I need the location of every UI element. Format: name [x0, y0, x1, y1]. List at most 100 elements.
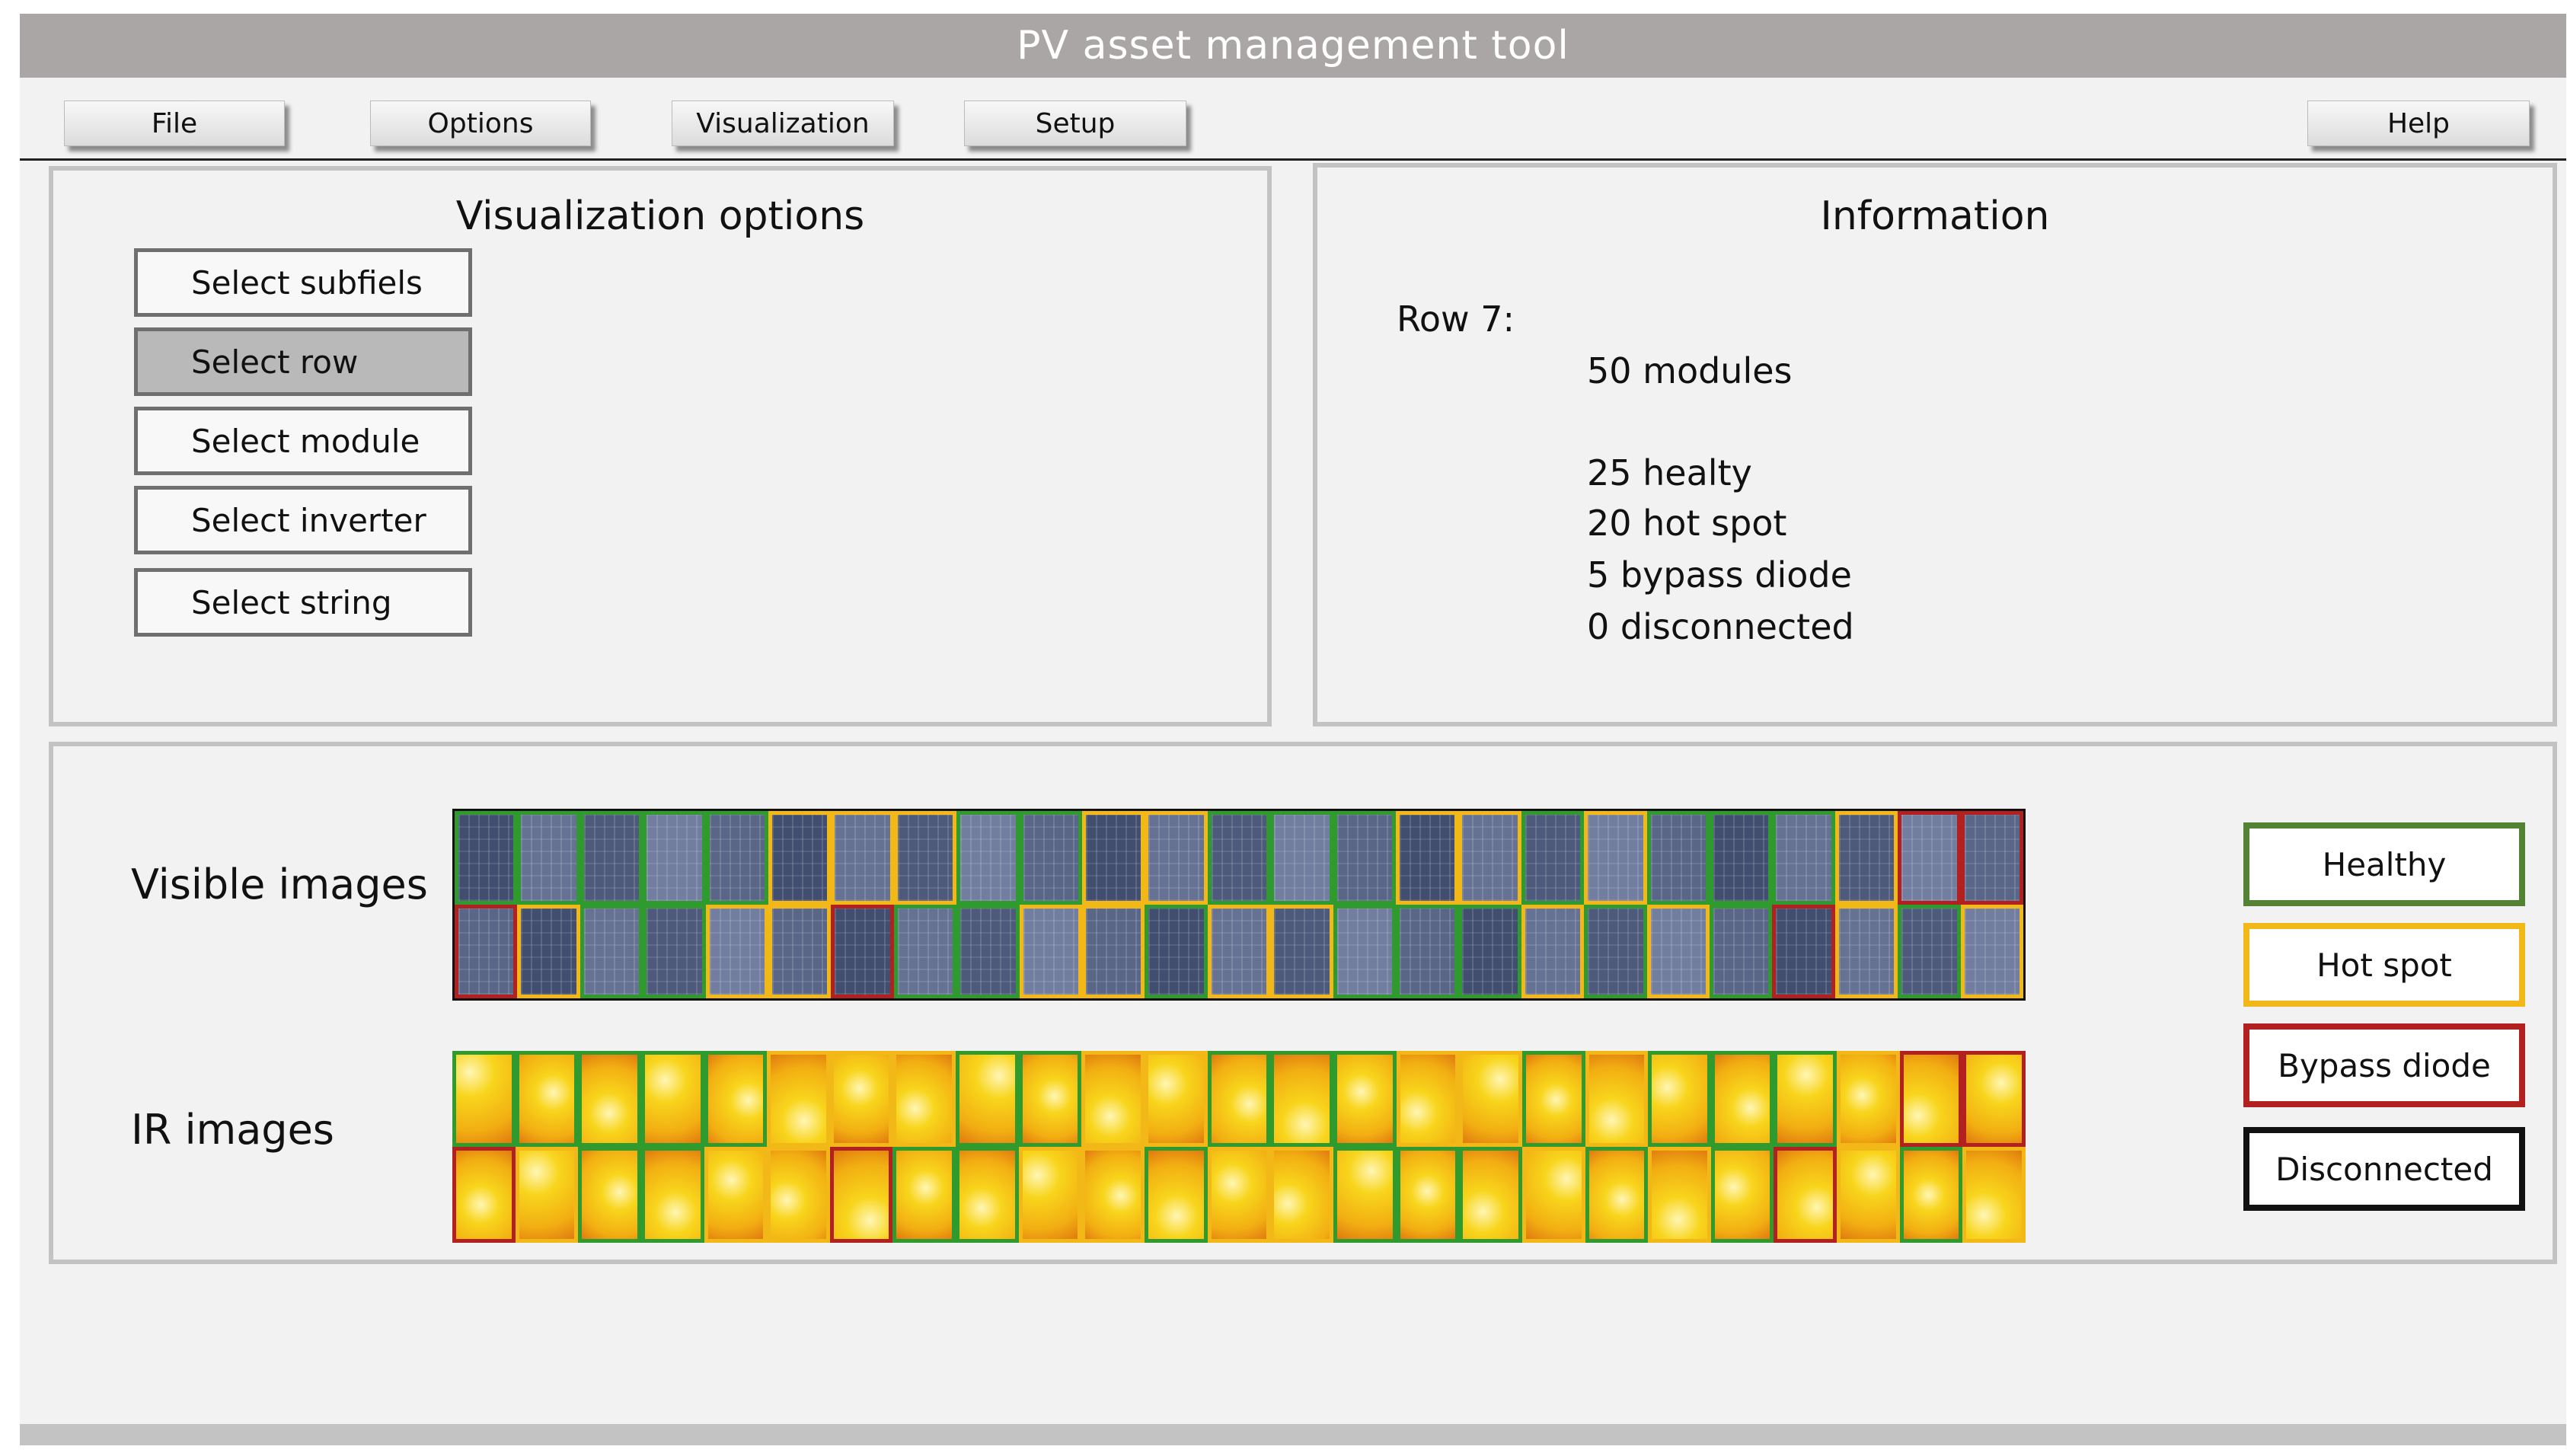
ir-module-tile[interactable]: [704, 1051, 768, 1147]
ir-module-tile[interactable]: [1710, 1147, 1774, 1243]
visible-module-tile[interactable]: [1019, 905, 1082, 998]
visible-module-tile[interactable]: [1584, 811, 1647, 905]
visible-module-tile[interactable]: [1772, 905, 1835, 998]
ir-module-tile[interactable]: [1396, 1147, 1460, 1243]
visible-images-strip[interactable]: [452, 809, 2026, 1001]
visible-module-tile[interactable]: [1898, 811, 1961, 905]
visible-module-tile[interactable]: [956, 905, 1020, 998]
ir-module-tile[interactable]: [1145, 1147, 1208, 1243]
ir-module-tile[interactable]: [956, 1051, 1019, 1147]
ir-module-tile[interactable]: [1018, 1147, 1082, 1243]
visible-module-tile[interactable]: [455, 905, 518, 998]
visible-module-tile[interactable]: [1270, 905, 1333, 998]
visible-module-tile[interactable]: [705, 905, 768, 998]
visible-module-tile[interactable]: [1082, 811, 1145, 905]
visible-module-tile[interactable]: [1082, 905, 1145, 998]
ir-module-tile[interactable]: [1018, 1051, 1082, 1147]
visible-module-tile[interactable]: [643, 905, 706, 998]
ir-module-tile[interactable]: [1145, 1051, 1208, 1147]
ir-module-tile[interactable]: [1207, 1147, 1271, 1243]
ir-module-tile[interactable]: [1459, 1147, 1522, 1243]
visible-module-tile[interactable]: [579, 811, 643, 905]
menu-setup-button[interactable]: Setup: [964, 101, 1186, 146]
visible-module-tile[interactable]: [1396, 811, 1459, 905]
visible-module-tile[interactable]: [1019, 811, 1082, 905]
select-row-button[interactable]: Select row: [134, 327, 472, 396]
ir-module-tile[interactable]: [1333, 1147, 1397, 1243]
ir-module-tile[interactable]: [767, 1051, 830, 1147]
visible-module-tile[interactable]: [517, 811, 580, 905]
ir-module-tile[interactable]: [1962, 1051, 2026, 1147]
ir-module-tile[interactable]: [1521, 1147, 1585, 1243]
ir-module-tile[interactable]: [1899, 1051, 1963, 1147]
visible-module-tile[interactable]: [1772, 811, 1835, 905]
visible-module-tile[interactable]: [1834, 905, 1898, 998]
select-module-button[interactable]: Select module: [134, 407, 472, 475]
ir-module-tile[interactable]: [956, 1147, 1019, 1243]
visible-module-tile[interactable]: [1270, 811, 1333, 905]
visible-module-tile[interactable]: [1333, 811, 1396, 905]
ir-module-tile[interactable]: [515, 1051, 579, 1147]
menu-help-button[interactable]: Help: [2307, 101, 2530, 146]
menu-visualization-button[interactable]: Visualization: [672, 101, 894, 146]
ir-module-tile[interactable]: [1081, 1051, 1145, 1147]
ir-module-tile[interactable]: [1459, 1051, 1522, 1147]
visible-module-tile[interactable]: [1207, 811, 1271, 905]
visible-module-tile[interactable]: [1960, 905, 2023, 998]
ir-module-tile[interactable]: [1837, 1051, 1900, 1147]
visible-module-tile[interactable]: [1458, 905, 1521, 998]
visible-module-tile[interactable]: [1834, 811, 1898, 905]
ir-module-tile[interactable]: [578, 1147, 641, 1243]
ir-module-tile[interactable]: [1837, 1147, 1900, 1243]
visible-module-tile[interactable]: [1584, 905, 1647, 998]
visible-module-tile[interactable]: [1521, 811, 1585, 905]
visible-module-tile[interactable]: [579, 905, 643, 998]
ir-module-tile[interactable]: [704, 1147, 768, 1243]
visible-module-tile[interactable]: [1960, 811, 2023, 905]
ir-module-tile[interactable]: [640, 1051, 704, 1147]
visible-module-tile[interactable]: [1646, 905, 1710, 998]
ir-module-tile[interactable]: [1270, 1147, 1333, 1243]
visible-module-tile[interactable]: [893, 905, 957, 998]
visible-module-tile[interactable]: [831, 905, 894, 998]
visible-module-tile[interactable]: [768, 905, 832, 998]
ir-module-tile[interactable]: [578, 1051, 641, 1147]
visible-module-tile[interactable]: [1898, 905, 1961, 998]
ir-module-tile[interactable]: [1270, 1051, 1333, 1147]
menu-options-button[interactable]: Options: [370, 101, 591, 146]
ir-module-tile[interactable]: [892, 1147, 956, 1243]
ir-module-tile[interactable]: [1081, 1147, 1145, 1243]
visible-module-tile[interactable]: [643, 811, 706, 905]
visible-module-tile[interactable]: [517, 905, 580, 998]
visible-module-tile[interactable]: [1646, 811, 1710, 905]
ir-module-tile[interactable]: [515, 1147, 579, 1243]
visible-module-tile[interactable]: [1207, 905, 1271, 998]
select-inverter-button[interactable]: Select inverter: [134, 486, 472, 554]
ir-module-tile[interactable]: [452, 1147, 516, 1243]
visible-module-tile[interactable]: [1145, 811, 1208, 905]
visible-module-tile[interactable]: [1396, 905, 1459, 998]
visible-module-tile[interactable]: [1333, 905, 1396, 998]
ir-module-tile[interactable]: [1648, 1051, 1711, 1147]
menu-file-button[interactable]: File: [64, 101, 285, 146]
visible-module-tile[interactable]: [705, 811, 768, 905]
ir-images-strip[interactable]: [452, 1051, 2026, 1243]
visible-module-tile[interactable]: [1145, 905, 1208, 998]
ir-module-tile[interactable]: [640, 1147, 704, 1243]
visible-module-tile[interactable]: [1458, 811, 1521, 905]
visible-module-tile[interactable]: [1710, 905, 1773, 998]
visible-module-tile[interactable]: [1521, 905, 1585, 998]
ir-module-tile[interactable]: [1396, 1051, 1460, 1147]
ir-module-tile[interactable]: [1962, 1147, 2026, 1243]
select-subfield-button[interactable]: Select subfiels: [134, 248, 472, 317]
select-string-button[interactable]: Select string: [134, 568, 472, 637]
ir-module-tile[interactable]: [829, 1147, 893, 1243]
visible-module-tile[interactable]: [1710, 811, 1773, 905]
ir-module-tile[interactable]: [1648, 1147, 1711, 1243]
ir-module-tile[interactable]: [767, 1147, 830, 1243]
visible-module-tile[interactable]: [831, 811, 894, 905]
visible-module-tile[interactable]: [768, 811, 832, 905]
ir-module-tile[interactable]: [1899, 1147, 1963, 1243]
ir-module-tile[interactable]: [1521, 1051, 1585, 1147]
ir-module-tile[interactable]: [1585, 1147, 1649, 1243]
